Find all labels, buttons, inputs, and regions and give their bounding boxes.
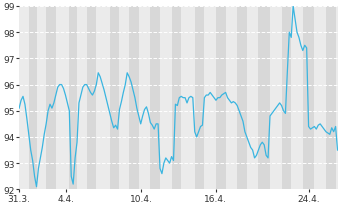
Bar [69,7,77,190]
Bar [216,7,226,190]
Bar [87,7,96,190]
Bar [172,7,181,190]
Bar [46,7,56,190]
Bar [326,7,336,190]
Bar [303,7,314,190]
Bar [258,7,270,190]
Bar [282,7,291,190]
Bar [150,7,160,190]
Bar [110,7,119,190]
Bar [195,7,204,190]
Bar [129,7,139,190]
Bar [237,7,247,190]
Bar [29,7,36,190]
